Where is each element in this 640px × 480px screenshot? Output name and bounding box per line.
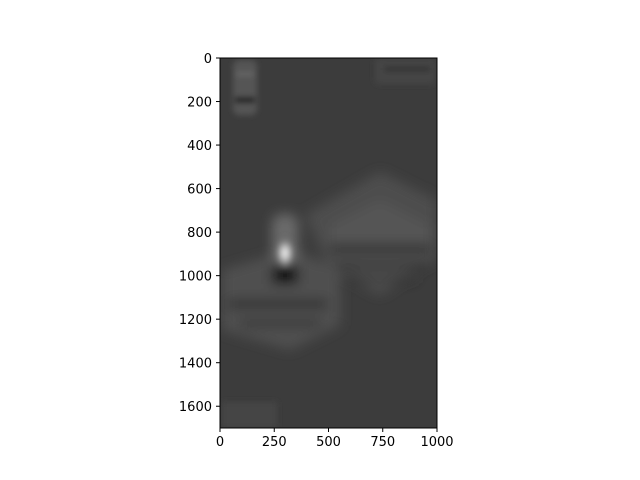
- y-tick-label: 800: [187, 226, 212, 241]
- y-tick-label: 1000: [179, 270, 212, 285]
- y-tick-label: 600: [187, 183, 212, 198]
- x-tick-label: 750: [370, 435, 395, 450]
- y-tick-label: 1200: [179, 313, 212, 328]
- y-tick-label: 1400: [179, 357, 212, 372]
- y-tick-label: 400: [187, 139, 212, 154]
- y-tick-label: 1600: [179, 400, 212, 415]
- x-tick-label: 0: [216, 435, 224, 450]
- y-tick-label: 0: [204, 52, 212, 67]
- image: [220, 58, 437, 428]
- x-tick-label: 250: [262, 435, 287, 450]
- x-tick-label: 1000: [420, 435, 453, 450]
- x-tick-label: 500: [316, 435, 341, 450]
- y-tick-label: 200: [187, 96, 212, 111]
